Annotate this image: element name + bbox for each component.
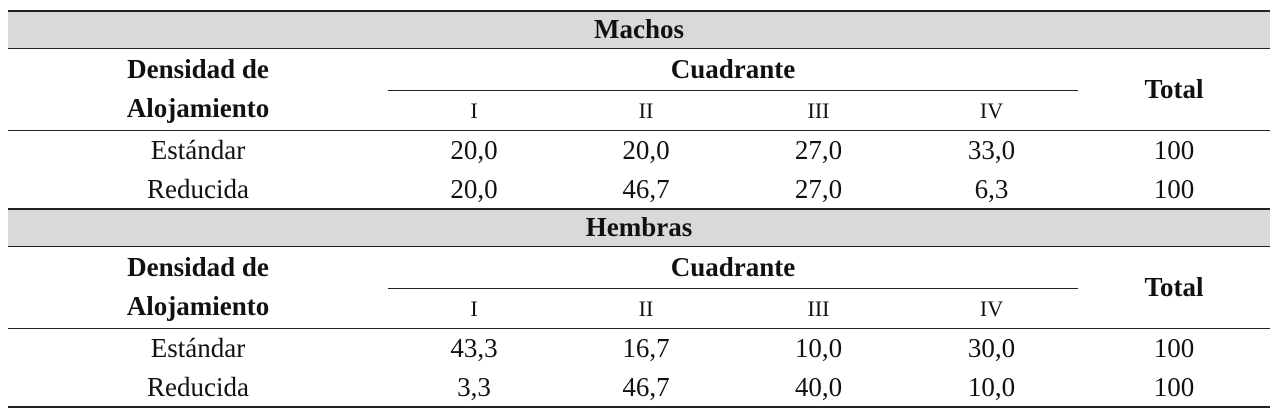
row-header: Densidad de Alojamiento	[126, 252, 270, 321]
row-label: Reducida	[147, 371, 249, 402]
group-header: Cuadrante	[670, 54, 796, 84]
rule	[8, 328, 1270, 329]
row-label: Reducida	[147, 173, 249, 204]
total-cell: 100	[1153, 332, 1195, 363]
value-cell: 46,7	[622, 173, 670, 204]
row-label: Estándar	[150, 134, 246, 165]
rule	[8, 246, 1270, 247]
value-cell: 6,3	[974, 173, 1009, 204]
row-label: Estándar	[150, 332, 246, 363]
section-band	[8, 208, 1270, 246]
value-cell: 3,3	[457, 371, 491, 402]
row-header: Densidad de Alojamiento	[126, 54, 270, 123]
total-header: Total	[1144, 74, 1204, 104]
value-cell: 20,0	[450, 134, 498, 165]
quadrant-header: IV	[979, 98, 1004, 123]
total-header: Total	[1144, 272, 1204, 302]
value-cell: 43,3	[450, 332, 498, 363]
quadrant-header: I	[470, 98, 478, 123]
value-cell: 16,7	[622, 332, 670, 363]
value-cell: 33,0	[967, 134, 1016, 165]
value-cell: 10,0	[794, 332, 843, 363]
value-cell: 27,0	[794, 173, 843, 204]
rule	[8, 48, 1270, 49]
quadrant-header: II	[638, 98, 654, 123]
rule	[8, 130, 1270, 131]
total-cell: 100	[1153, 173, 1195, 204]
section-title: Hembras	[585, 212, 693, 242]
rule	[388, 90, 1078, 91]
value-cell: 20,0	[622, 134, 670, 165]
rule	[388, 288, 1078, 289]
quadrant-header: III	[807, 98, 830, 123]
total-cell: 100	[1153, 134, 1195, 165]
section-band	[8, 10, 1270, 48]
value-cell: 30,0	[967, 332, 1016, 363]
section-title: Machos	[594, 14, 684, 44]
rule	[8, 406, 1270, 408]
value-cell: 10,0	[967, 371, 1016, 402]
value-cell: 27,0	[794, 134, 843, 165]
total-cell: 100	[1153, 371, 1195, 402]
group-header: Cuadrante	[670, 252, 796, 282]
rule	[8, 208, 1270, 210]
quadrant-header: I	[470, 296, 478, 321]
value-cell: 46,7	[622, 371, 670, 402]
rule	[8, 10, 1270, 12]
quadrant-header: III	[807, 296, 830, 321]
value-cell: 40,0	[794, 371, 843, 402]
quadrant-header: II	[638, 296, 654, 321]
value-cell: 20,0	[450, 173, 498, 204]
quadrant-header: IV	[979, 296, 1004, 321]
